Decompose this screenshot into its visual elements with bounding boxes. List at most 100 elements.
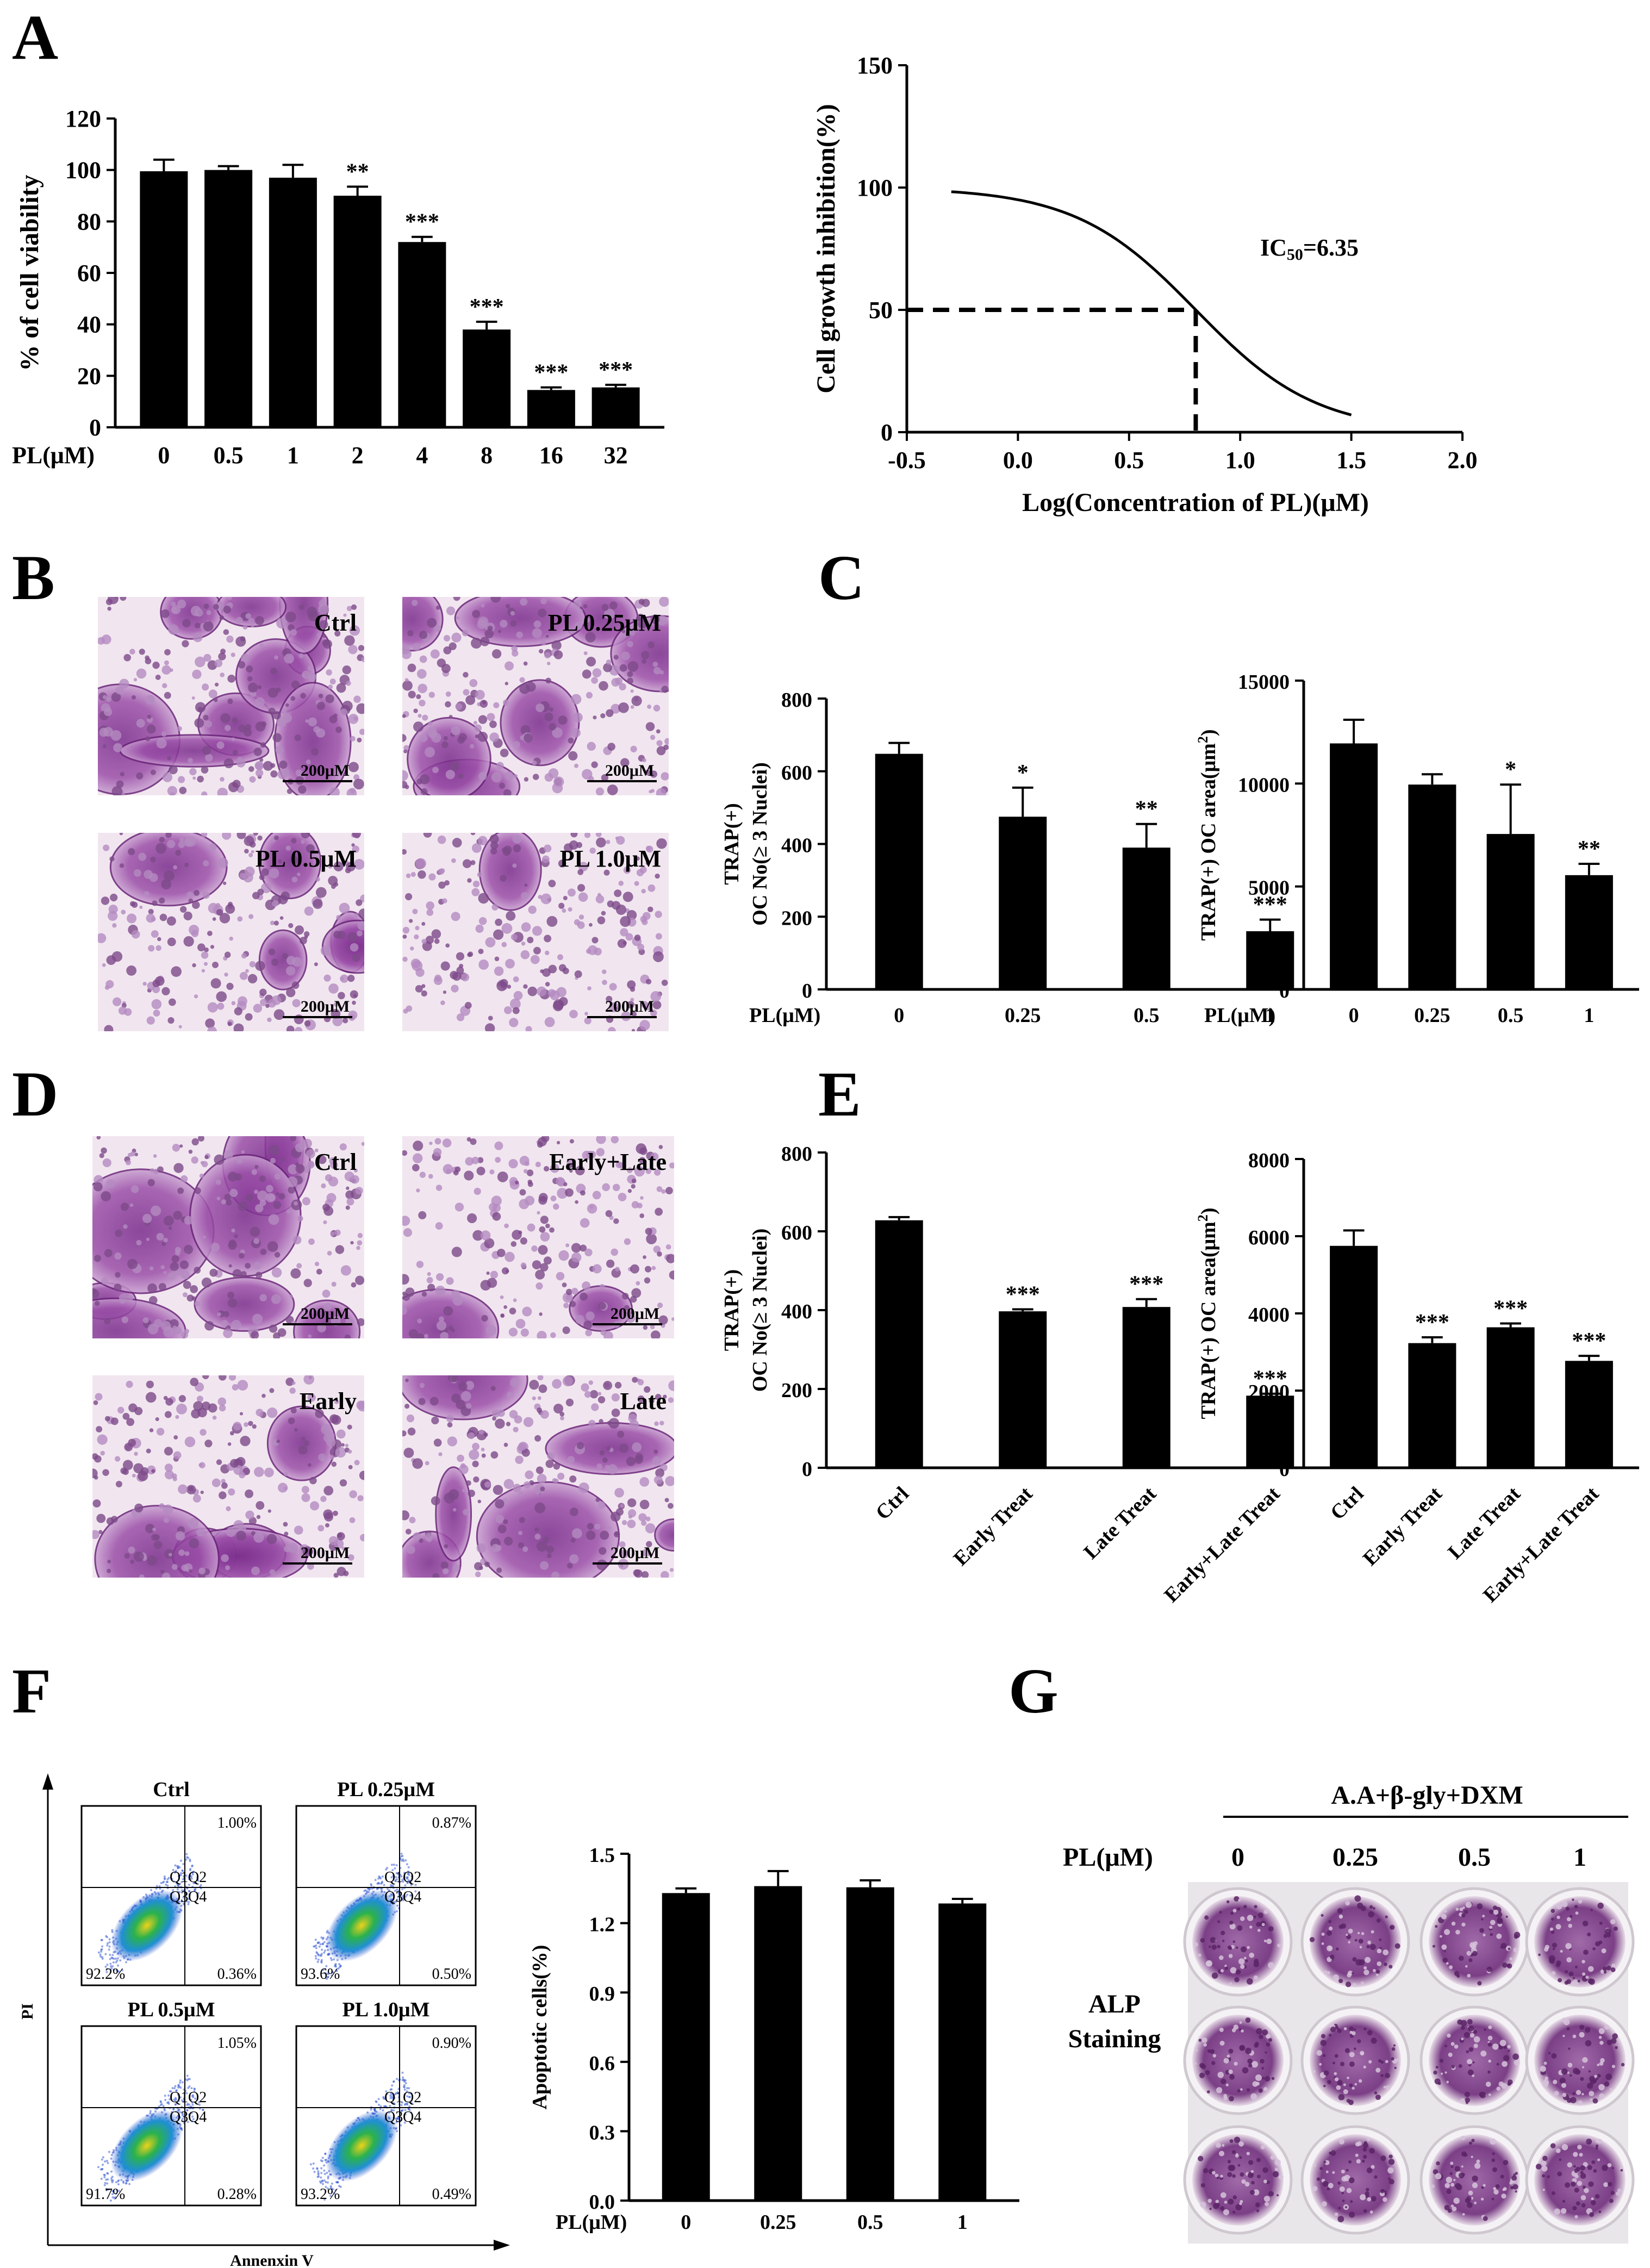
cell-dot (336, 683, 346, 693)
cell-dot (92, 1499, 101, 1508)
alp-stain-speck (1225, 2083, 1229, 2086)
alp-stain-speck (1193, 1942, 1198, 1947)
cell-dot (473, 1476, 480, 1483)
cell-dot (110, 1417, 119, 1425)
flow-event (108, 1945, 111, 1948)
cell-dot (210, 1242, 220, 1252)
cell-dot (229, 936, 234, 941)
x-tick-label: 0 (1349, 1004, 1359, 1027)
cell-dot (440, 1331, 449, 1338)
flow-event (395, 2117, 397, 2120)
cell-dot (288, 1164, 298, 1175)
flow-event (188, 1884, 190, 1886)
flow-event (403, 1871, 406, 1874)
cell-dot (161, 665, 171, 675)
alp-stain-speck (1380, 2074, 1384, 2077)
cell-dot (632, 1442, 642, 1453)
cell-dot (463, 1509, 470, 1516)
alp-stain-speck (1204, 1915, 1209, 1920)
flow-event (110, 1967, 113, 1970)
alp-stain-speck (1467, 2019, 1473, 2024)
cell-dot (596, 1148, 605, 1157)
cell-dot (416, 1188, 420, 1193)
alp-stain-speck (1611, 1963, 1616, 1968)
cell-dot (301, 833, 310, 839)
cell-dot (253, 1238, 260, 1244)
cell-dot (201, 791, 208, 795)
cell-dot (568, 737, 574, 744)
cell-dot (276, 1192, 279, 1196)
alp-stain-speck (1599, 2093, 1605, 2099)
alp-stain-speck (1263, 1939, 1267, 1942)
micrograph-cells (402, 833, 668, 1031)
flow-event (175, 2103, 177, 2105)
cell-dot (239, 1253, 245, 1259)
y-tick-label: 200 (781, 1379, 812, 1402)
cell-dot (540, 1486, 545, 1492)
flow-event (188, 2113, 191, 2116)
cell-dot (403, 749, 408, 753)
cell-dot (256, 769, 264, 777)
alp-stain-speck (1570, 2074, 1572, 2077)
scale-bar-label: 200μM (605, 998, 654, 1015)
cell-dot (305, 719, 309, 723)
flow-event (174, 2085, 177, 2088)
alp-stain-speck (1572, 2205, 1577, 2211)
cell-dot (219, 615, 225, 620)
cell-dot (119, 678, 129, 689)
cell-dot (121, 909, 126, 915)
cell-dot (151, 999, 162, 1010)
alp-stain-speck (1337, 2181, 1341, 2185)
cell-dot (227, 1442, 232, 1446)
x-tick-label: Ctrl (1326, 1482, 1368, 1524)
flow-event (180, 1880, 183, 1883)
flow-event (166, 1884, 169, 1887)
flow-event (155, 1887, 158, 1890)
cell-dot (475, 690, 485, 700)
alp-stain-speck (1478, 1906, 1481, 1909)
x-tick-label: 1 (1584, 1004, 1594, 1027)
cell-dot (506, 1422, 511, 1426)
alp-stain-speck (1216, 2177, 1219, 2179)
cell-dot (501, 942, 507, 948)
cell-dot (255, 762, 263, 770)
alp-stain-speck (1488, 2025, 1492, 2029)
cell-dot (348, 1465, 353, 1469)
y-axis-title-superscript: 2 (1195, 736, 1211, 743)
quadrant-name: Q3 (170, 1889, 188, 1905)
alp-stain-speck (1243, 1957, 1247, 1960)
cell-dot (653, 1245, 661, 1254)
cell-dot (518, 1442, 527, 1451)
alp-stain-speck (1209, 2208, 1212, 2210)
cell-dot (595, 787, 605, 795)
cell-dot (518, 1542, 524, 1548)
cell-dot (587, 1204, 597, 1214)
flow-event (174, 1885, 177, 1887)
cell-dot (650, 1330, 661, 1338)
cell-dot (643, 1325, 648, 1330)
cell-dot (310, 1501, 320, 1511)
cell-dot (509, 998, 521, 1010)
alp-stain-speck (1599, 1921, 1603, 1925)
cell-dot (92, 1289, 99, 1299)
osteoclast (654, 1518, 674, 1552)
cell-dot (339, 902, 350, 914)
cell-dot (413, 708, 418, 713)
alp-stain-speck (1277, 1943, 1281, 1948)
flow-density-hotspot (326, 2110, 397, 2182)
cell-dot (134, 1152, 138, 1157)
cell-dot (658, 1315, 668, 1325)
cell-dot (192, 669, 202, 680)
alp-stain-speck (1592, 2098, 1598, 2104)
cell-dot (657, 1303, 663, 1309)
cell-dot (489, 720, 497, 728)
alp-stain-speck (1588, 2070, 1591, 2073)
alp-stain-speck (1450, 2204, 1454, 2208)
cell-dot (229, 1431, 234, 1436)
cell-dot (337, 1567, 346, 1577)
cell-dot (596, 1559, 608, 1571)
flow-event (377, 2098, 380, 2101)
flow-event (106, 1964, 109, 1966)
alp-stain-speck (1453, 2197, 1460, 2204)
